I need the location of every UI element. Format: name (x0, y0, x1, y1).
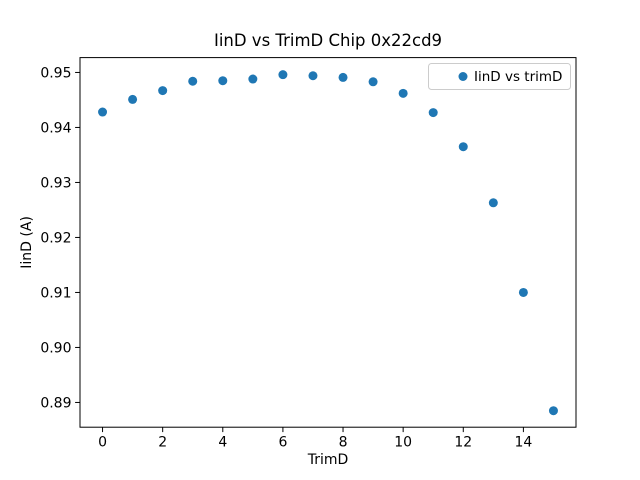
data-point (548, 406, 558, 416)
data-point (368, 77, 378, 87)
data-point (248, 74, 258, 84)
data-point (308, 71, 318, 81)
x-tick-label: 4 (218, 435, 227, 451)
x-tick-label: 2 (158, 435, 167, 451)
data-point (398, 88, 408, 98)
y-axis: 0.89 0.90 0.91 0.92 0.93 0.94 0.95 (40, 65, 80, 411)
data-point (518, 287, 528, 297)
data-point (98, 107, 108, 117)
x-tick-label: 8 (339, 435, 348, 451)
y-axis-label: IinD (A) (19, 216, 35, 269)
data-point (428, 108, 438, 118)
scatter-series (98, 70, 558, 416)
legend-marker-icon (458, 72, 468, 81)
y-tick-label: 0.93 (40, 175, 71, 191)
plot-area (79, 57, 577, 428)
x-tick-label: 14 (514, 435, 532, 451)
data-point (458, 142, 468, 152)
legend-box (428, 63, 571, 90)
y-tick-label: 0.89 (40, 395, 71, 411)
data-point (128, 94, 138, 104)
legend-label: IinD vs trimD (474, 69, 562, 85)
x-tick-label: 12 (454, 435, 472, 451)
legend: IinD vs trimD (428, 63, 571, 90)
x-tick-label: 0 (98, 435, 107, 451)
x-tick-label: 6 (278, 435, 287, 451)
x-axis-label: TrimD (307, 452, 349, 468)
data-point (488, 198, 498, 208)
y-tick-label: 0.94 (40, 120, 71, 136)
y-tick-label: 0.95 (40, 65, 71, 81)
chart-title: IinD vs TrimD Chip 0x22cd9 (214, 31, 442, 50)
data-point (278, 70, 288, 80)
x-axis: 0 2 4 6 8 10 12 14 (98, 427, 532, 451)
y-tick-label: 0.92 (40, 230, 71, 246)
data-point (218, 76, 228, 86)
y-tick-label: 0.90 (40, 340, 71, 356)
data-point (188, 76, 198, 86)
y-tick-label: 0.91 (40, 285, 71, 301)
x-tick-label: 10 (394, 435, 412, 451)
data-point (338, 72, 348, 82)
data-point (158, 86, 168, 96)
